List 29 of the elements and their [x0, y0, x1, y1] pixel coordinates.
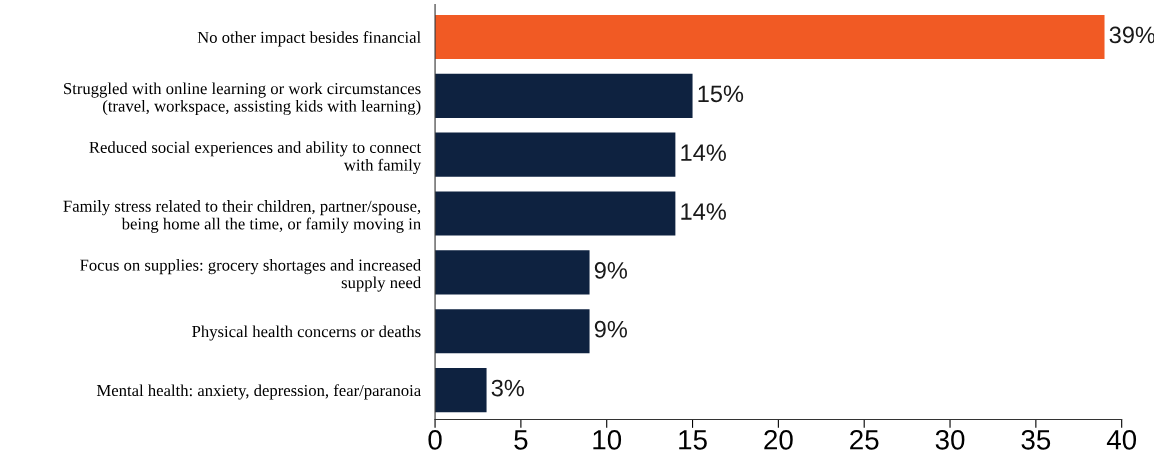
- y-tick-label: Reduced social experiences and ability to connect with family: [89, 141, 422, 175]
- x-tick-label: 25: [850, 429, 879, 450]
- y-tick-label: Focus on supplies: grocery shortages and increased supply need: [80, 259, 421, 292]
- x-tick-label: 35: [1021, 429, 1051, 450]
- x-tick-label: 10: [593, 429, 622, 450]
- y-tick-label: Physical health concerns or deaths: [192, 325, 421, 341]
- data-label: 15%: [698, 85, 744, 103]
- x-tick-label: 30: [935, 429, 965, 450]
- bar: [435, 250, 590, 295]
- x-tick-label: 15: [679, 430, 707, 450]
- x-tick-label: 40: [1106, 429, 1137, 450]
- bar: [435, 309, 590, 354]
- y-tick-label: Mental health: anxiety, depression, fear/paranoia: [96, 384, 421, 400]
- data-label: 3%: [491, 379, 525, 397]
- data-label: 14%: [681, 203, 726, 220]
- data-label: 14%: [681, 144, 726, 161]
- y-tick-label: Family stress related to their children, partner/spouse, being home all the time, or family moving in: [63, 200, 421, 233]
- bar: [435, 132, 676, 177]
- bar: [435, 14, 1105, 60]
- bar: [435, 73, 693, 118]
- x-tick-label: 20: [764, 429, 793, 450]
- bar: [435, 368, 487, 413]
- data-label: 9%: [594, 262, 627, 279]
- x-tick-label: 5: [514, 430, 528, 450]
- y-tick-label: Struggled with online learning or work circumstances (travel, workspace, assisting kids with learning): [64, 82, 421, 116]
- x-tick-label: 0: [428, 429, 442, 450]
- bar: [435, 191, 676, 236]
- y-tick-label: No other impact besides financial: [197, 31, 421, 47]
- data-label: 9%: [594, 320, 627, 338]
